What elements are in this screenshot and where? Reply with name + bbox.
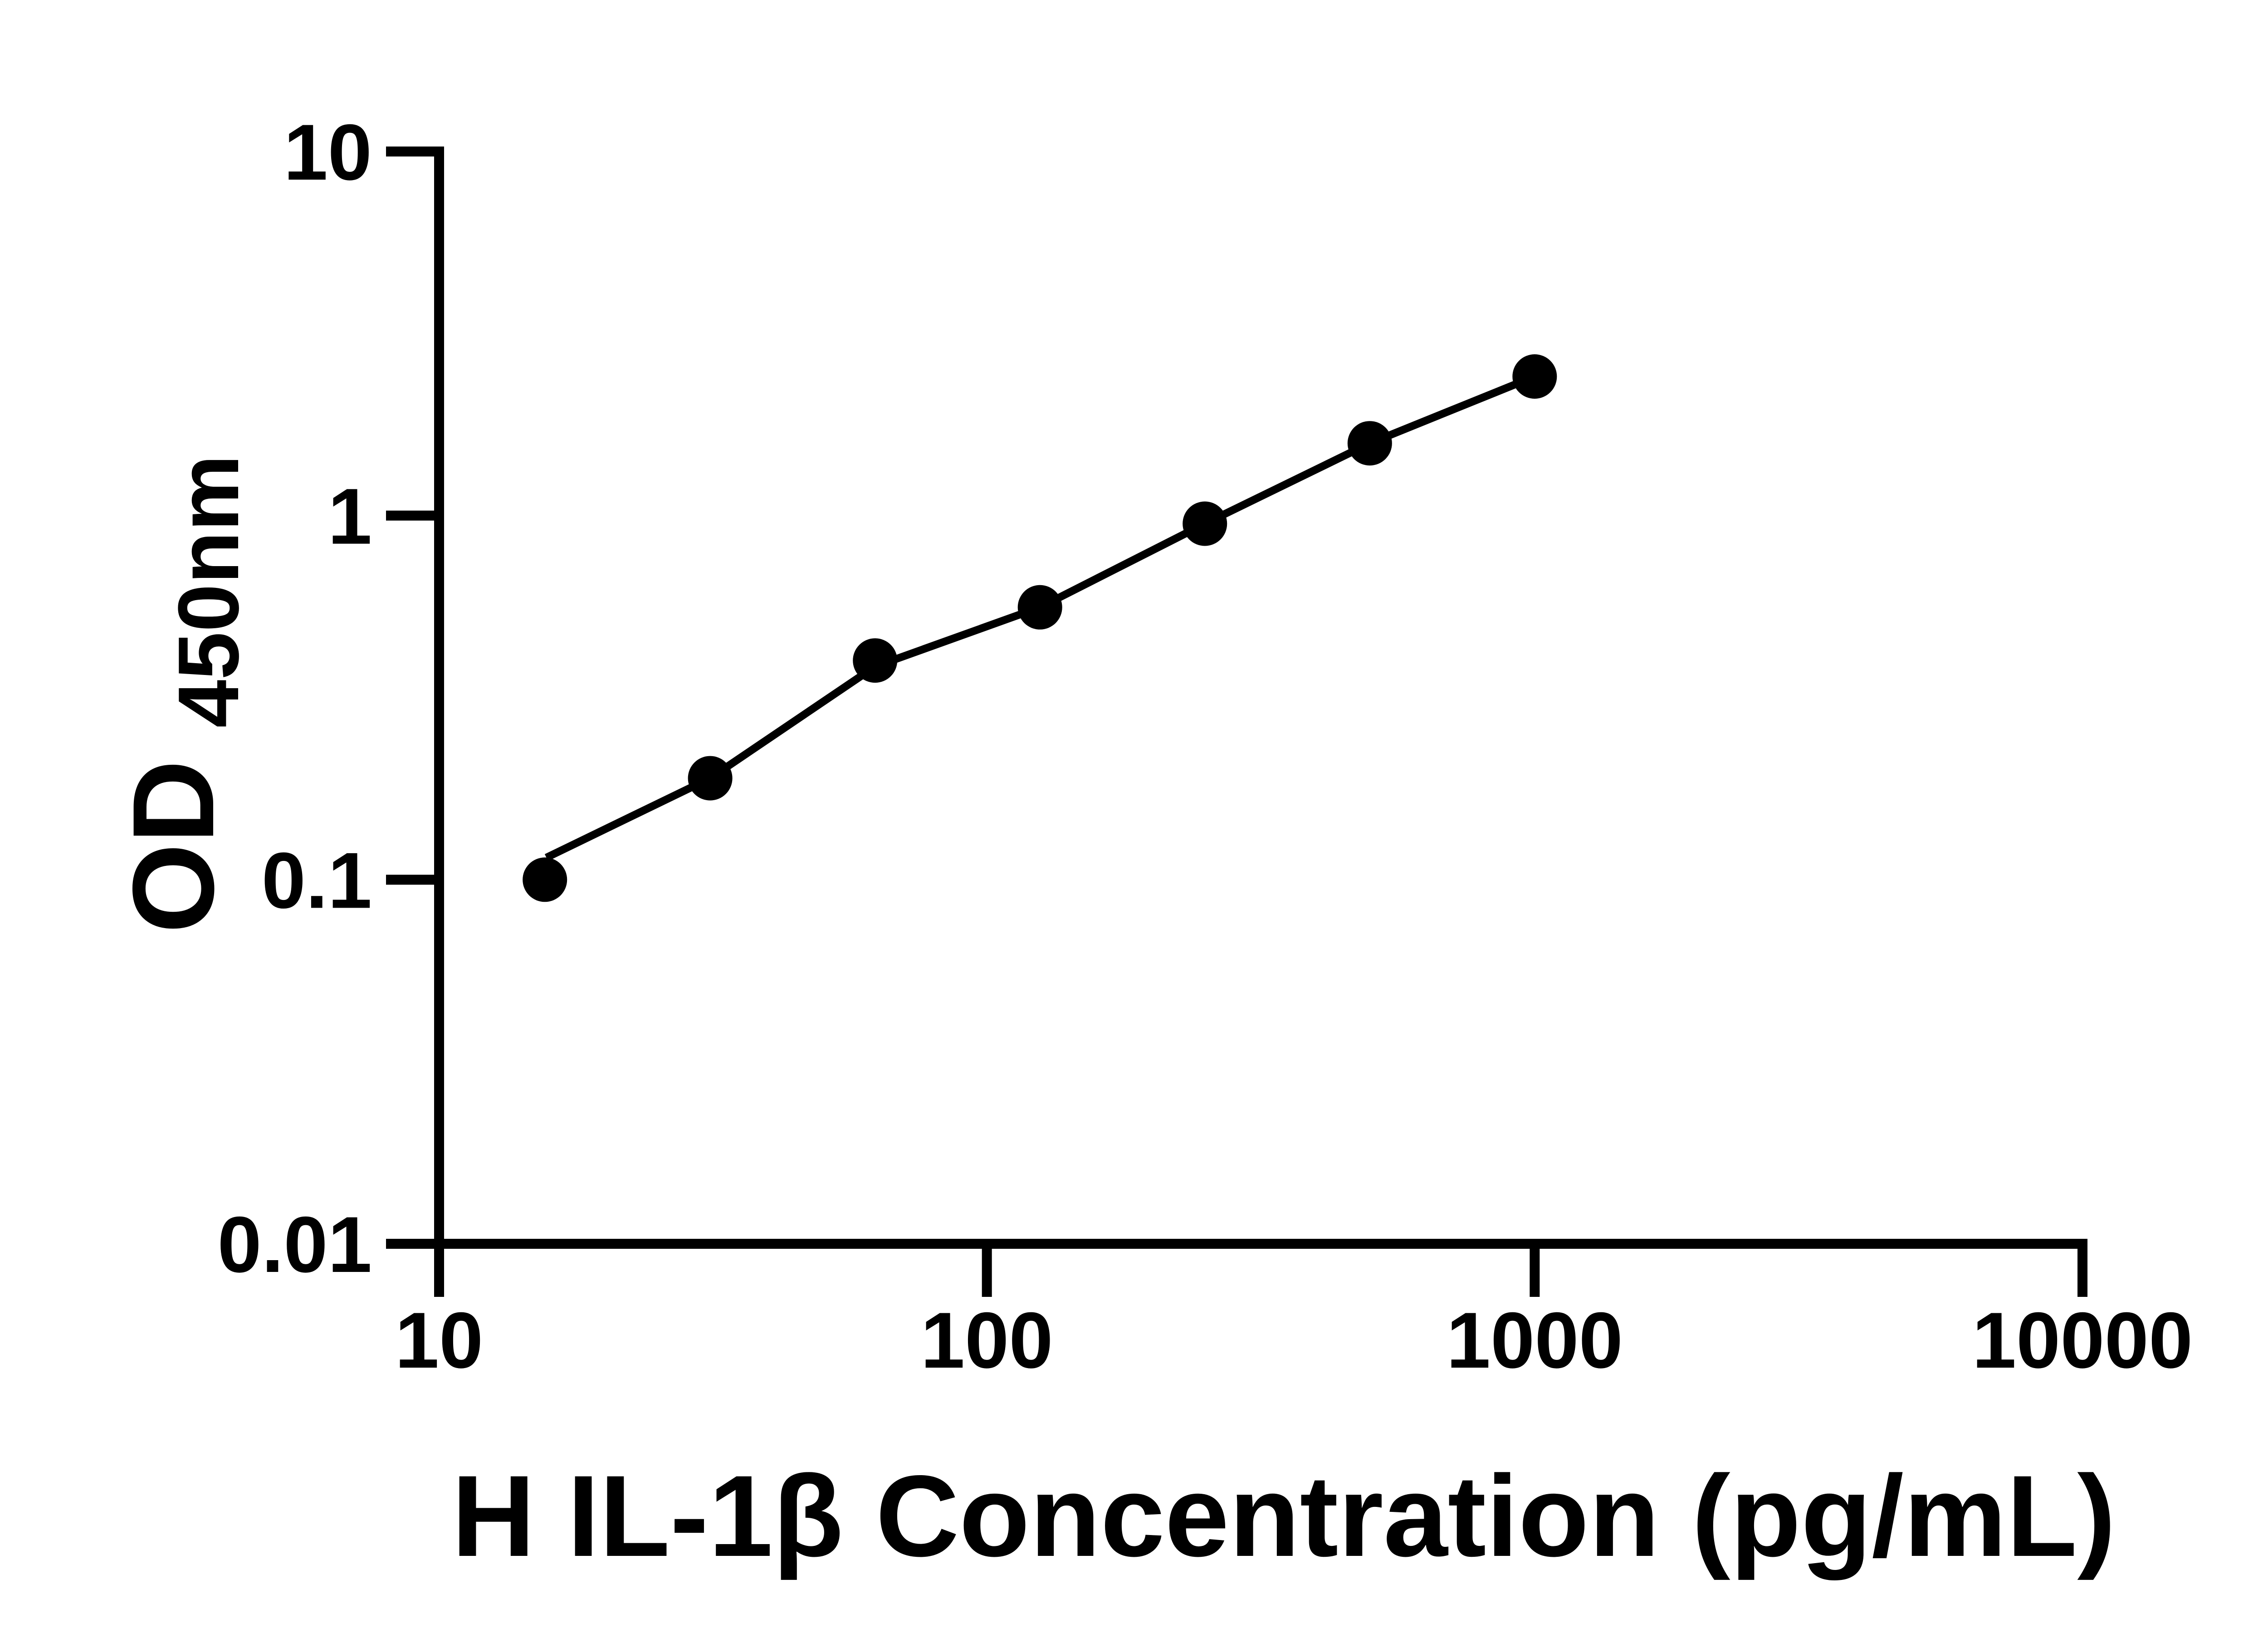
x-tick-label: 100 <box>921 1296 1053 1385</box>
x-tick-label: 10 <box>395 1296 484 1385</box>
x-tick-labels: 10 100 1000 10000 <box>395 1296 2193 1385</box>
y-tick-label: 10 <box>284 108 372 197</box>
data-point-marker <box>688 756 733 801</box>
axes <box>434 147 2087 1292</box>
y-axis-title-subscript: 450nm <box>161 455 257 728</box>
y-tick-labels: 10 1 0.1 0.01 <box>217 108 372 1289</box>
data-points <box>523 354 1557 902</box>
data-point-marker <box>1183 501 1227 546</box>
plot-area <box>523 354 1557 902</box>
data-point-marker <box>1512 354 1557 399</box>
y-tick-label: 0.1 <box>262 836 372 925</box>
x-tick-label: 10000 <box>1972 1296 2193 1385</box>
y-tick-label: 0.01 <box>217 1201 372 1289</box>
y-axis-title-main: OD <box>109 760 238 934</box>
x-axis-title: H IL-1β Concentration (pg/mL) <box>452 1452 2116 1581</box>
y-ticks <box>386 147 444 1249</box>
x-tick-label: 1000 <box>1447 1296 1623 1385</box>
data-point-marker <box>853 638 898 683</box>
data-point-marker <box>523 857 567 902</box>
data-point-marker <box>1017 585 1062 630</box>
y-axis-title: OD 450nm <box>109 455 257 933</box>
y-tick-label: 1 <box>328 473 372 561</box>
y-axis-title-group: OD 450nm <box>109 455 257 933</box>
data-point-marker <box>1347 421 1392 466</box>
